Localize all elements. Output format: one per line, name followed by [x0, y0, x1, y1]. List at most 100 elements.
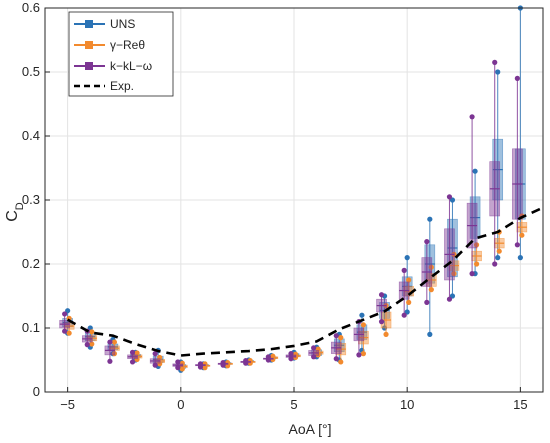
min-point-gamma: [451, 271, 457, 277]
y-axis-label-sub: D: [14, 202, 26, 210]
x-tick-label: 5: [290, 397, 297, 412]
legend-item-exp: Exp.: [74, 79, 134, 93]
min-point-kkl: [152, 362, 158, 368]
x-tick-label: −5: [60, 397, 75, 412]
max-point-gamma: [270, 353, 276, 359]
min-point-uns: [495, 255, 501, 261]
max-point-kkl: [492, 59, 498, 65]
y-tick-label: 0: [33, 384, 40, 399]
experiment-layer: [66, 206, 544, 357]
min-point-kkl: [492, 261, 498, 267]
x-tick-label: 0: [177, 397, 184, 412]
max-point-kkl: [378, 292, 385, 298]
min-point-gamma: [496, 248, 502, 254]
max-point-kkl: [424, 239, 430, 245]
series-layer: [59, 5, 528, 373]
min-point-kkl: [175, 365, 181, 371]
min-point-kkl: [469, 271, 475, 277]
max-point-kkl: [129, 349, 136, 355]
y-tick-label: 0.6: [22, 0, 40, 15]
max-point-gamma: [338, 335, 344, 341]
legend-label-exp: Exp.: [110, 79, 134, 93]
min-point-gamma: [473, 261, 480, 267]
legend-item-gamma: γ−Reθ: [74, 38, 145, 52]
min-point-kkl: [62, 328, 68, 334]
y-axis-label-main: C: [4, 210, 21, 222]
max-point-gamma: [89, 329, 95, 335]
max-point-gamma: [134, 350, 140, 356]
max-point-gamma: [428, 264, 434, 270]
min-point-kkl: [311, 354, 317, 360]
legend-item-uns: UNS: [74, 17, 135, 31]
grid-lines: [45, 7, 543, 393]
min-point-gamma: [134, 356, 140, 362]
legend: UNS γ−Reθ k−kL−ω Exp.: [68, 11, 174, 97]
y-tick-label: 0.1: [22, 320, 40, 335]
legend-item-kkl: k−kL−ω: [74, 59, 152, 73]
y-tick-label: 0.2: [22, 256, 40, 271]
max-point-kkl: [107, 339, 113, 345]
min-point-uns: [427, 331, 433, 337]
min-point-gamma: [428, 287, 434, 293]
min-point-kkl: [424, 299, 430, 305]
min-point-kkl: [333, 356, 339, 362]
min-point-gamma: [406, 299, 412, 305]
y-tick-label: 0.4: [22, 128, 40, 143]
legend-marker-kkl: [85, 62, 93, 70]
max-point-kkl: [62, 311, 68, 317]
max-point-kkl: [469, 114, 475, 120]
max-point-kkl: [401, 267, 407, 273]
max-point-gamma: [292, 351, 299, 357]
max-point-kkl: [243, 358, 249, 364]
legend-marker-gamma: [85, 41, 93, 49]
max-point-kkl: [220, 359, 226, 366]
max-point-gamma: [179, 360, 185, 366]
min-point-gamma: [179, 366, 185, 372]
max-point-kkl: [152, 351, 158, 357]
max-point-uns: [472, 168, 478, 174]
legend-label-kkl: k−kL−ω: [110, 59, 152, 73]
min-point-kkl: [356, 352, 362, 358]
axis-ticks: −5 0 5 10 15 0 0.1 0.2 0.3 0.4 0.5 0.6: [22, 0, 528, 412]
min-point-gamma: [338, 359, 344, 365]
max-point-kkl: [446, 194, 453, 200]
max-point-kkl: [197, 361, 204, 367]
y-tick-label: 0.5: [22, 64, 40, 79]
y-tick-label: 0.3: [22, 192, 40, 207]
min-point-gamma: [157, 361, 163, 367]
min-point-kkl: [84, 342, 90, 348]
min-point-gamma: [360, 351, 367, 357]
min-point-kkl: [288, 356, 294, 362]
legend-label-uns: UNS: [110, 17, 135, 31]
max-point-kkl: [288, 351, 294, 357]
max-point-uns: [404, 255, 410, 261]
max-point-kkl: [311, 345, 317, 351]
max-point-uns: [359, 312, 365, 318]
max-point-kkl: [333, 333, 339, 339]
max-point-kkl: [265, 354, 271, 360]
legend-label-gamma: γ−Reθ: [110, 38, 145, 52]
min-point-gamma: [202, 365, 208, 371]
max-point-uns: [495, 69, 501, 75]
min-point-gamma: [519, 232, 525, 238]
min-point-gamma: [89, 341, 95, 347]
min-point-kkl: [107, 358, 113, 364]
min-point-gamma: [66, 330, 72, 336]
x-tick-label: 15: [513, 397, 527, 412]
min-point-kkl: [378, 319, 385, 325]
x-axis-label: AoA [°]: [289, 421, 332, 437]
min-point-uns: [517, 255, 523, 261]
min-point-kkl: [446, 296, 453, 302]
min-point-kkl: [514, 242, 520, 248]
series-kkl: [59, 59, 523, 371]
legend-marker-uns: [85, 20, 93, 28]
max-point-kkl: [514, 75, 520, 81]
min-point-gamma: [315, 352, 321, 358]
x-tick-label: 10: [400, 397, 414, 412]
max-point-gamma: [473, 242, 480, 248]
max-point-gamma: [360, 322, 367, 328]
max-point-uns: [427, 216, 433, 222]
min-point-gamma: [383, 331, 389, 337]
max-point-gamma: [111, 339, 118, 345]
